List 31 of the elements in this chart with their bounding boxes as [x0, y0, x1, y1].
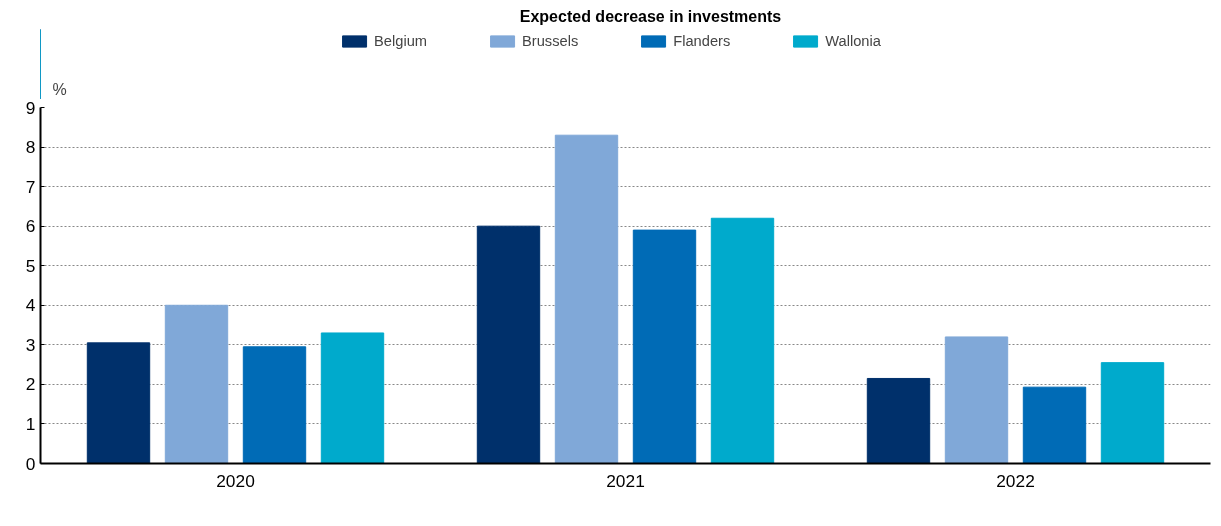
bar — [710, 217, 775, 464]
y-tick-label: 2 — [25, 374, 36, 395]
legend-label: Belgium — [374, 33, 428, 49]
y-tick-label: 5 — [25, 255, 36, 276]
legend-label: Wallonia — [825, 33, 881, 49]
x-tick-label: 2021 — [606, 470, 645, 491]
bar — [86, 342, 151, 464]
chart-title: Expected decrease in investments — [519, 7, 782, 25]
bar — [476, 225, 541, 464]
bar — [1022, 386, 1087, 464]
bar — [242, 346, 307, 464]
y-tick-label: 4 — [25, 295, 36, 316]
x-tick-label: 2022 — [996, 470, 1035, 491]
y-axis-title: % — [52, 80, 67, 98]
legend-label: Flanders — [673, 33, 731, 49]
y-tick-label: 7 — [25, 176, 36, 197]
y-tick-label: 6 — [25, 216, 36, 237]
bar — [1100, 362, 1165, 464]
y-tick-label: 0 — [25, 453, 36, 474]
y-tick-label: 9 — [25, 97, 36, 118]
x-tick-label: 2020 — [216, 470, 255, 491]
bar — [632, 229, 697, 464]
bar — [320, 332, 385, 464]
bar — [944, 336, 1009, 464]
y-tick-label: 3 — [25, 334, 36, 355]
bar — [164, 304, 229, 464]
legend-label: Brussels — [522, 33, 579, 49]
y-tick-label: 8 — [25, 137, 36, 158]
y-tick-label: 1 — [25, 413, 36, 434]
bar — [866, 377, 931, 464]
bar — [554, 134, 619, 464]
